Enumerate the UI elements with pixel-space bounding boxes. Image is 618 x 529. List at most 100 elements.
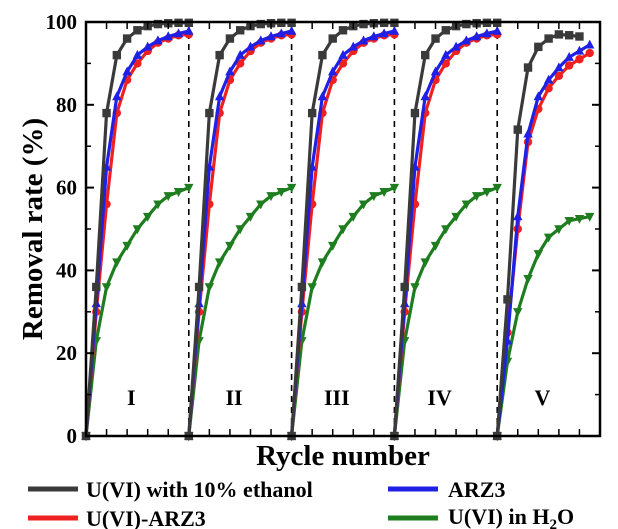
data-point — [338, 26, 348, 35]
legend-item-h2o: U(VI) in H2O — [388, 504, 574, 529]
data-point — [585, 48, 594, 58]
data-point — [441, 225, 451, 235]
data-point — [389, 25, 400, 35]
y-tick-label: 80 — [56, 93, 77, 117]
data-point — [256, 200, 266, 210]
data-point — [585, 212, 595, 222]
data-point — [173, 188, 184, 197]
data-point — [132, 49, 143, 59]
data-point — [286, 25, 297, 35]
legend-label-h2o: U(VI) in H2O — [448, 504, 574, 529]
data-point — [575, 55, 584, 64]
data-point — [317, 258, 328, 268]
y-tick-label: 60 — [56, 176, 77, 200]
data-point — [205, 108, 214, 118]
data-point — [348, 212, 358, 222]
data-point — [575, 32, 584, 41]
data-point — [133, 26, 142, 35]
data-point — [132, 225, 143, 235]
data-point — [421, 50, 430, 60]
data-point — [451, 41, 461, 51]
data-point — [194, 282, 204, 292]
data-point — [554, 62, 564, 72]
data-point — [410, 108, 420, 118]
data-point — [574, 45, 585, 55]
data-point — [503, 295, 512, 304]
data-point — [441, 26, 450, 35]
data-point — [348, 41, 358, 51]
y-axis-ticks: 0 20 40 60 80 100 — [46, 10, 600, 448]
data-point — [441, 49, 451, 59]
legend-item-arz3: ARZ3 — [388, 477, 505, 502]
data-point — [101, 283, 112, 293]
legend-label-h2o-tail: O — [557, 504, 574, 529]
data-point — [379, 28, 389, 38]
data-point — [564, 217, 574, 226]
data-point — [358, 35, 369, 45]
data-point — [431, 34, 440, 43]
data-point — [112, 50, 122, 60]
data-point — [142, 41, 153, 51]
data-point — [184, 183, 194, 193]
data-point — [379, 188, 389, 197]
data-point — [122, 241, 132, 251]
legend-label-u-arz3: U(VI)-ARZ3 — [86, 506, 206, 529]
data-point — [451, 212, 461, 222]
data-point — [338, 225, 348, 235]
data-point — [153, 200, 163, 210]
data-point — [276, 28, 287, 38]
data-point — [112, 91, 122, 101]
cycle-label-3: III — [324, 385, 350, 410]
data-point — [214, 258, 225, 268]
data-point — [163, 31, 173, 41]
data-point — [276, 188, 287, 197]
data-point — [523, 128, 533, 138]
y-tick-label: 20 — [56, 341, 77, 365]
legend-label-ethanol: U(VI) with 10% ethanol — [86, 477, 313, 502]
y-tick-label: 40 — [56, 258, 77, 282]
data-point — [461, 200, 472, 210]
data-point — [513, 308, 523, 317]
data-point — [122, 66, 132, 76]
data-point — [430, 241, 441, 251]
data-point — [286, 183, 297, 193]
data-point — [492, 25, 502, 35]
data-point — [462, 19, 471, 29]
data-point — [554, 71, 564, 81]
data-point — [317, 91, 328, 101]
data-point — [122, 34, 132, 43]
y-tick-label: 0 — [67, 424, 78, 448]
data-point — [492, 183, 502, 193]
data-point — [173, 28, 184, 38]
y-axis-title: Removal rate (%) — [17, 118, 49, 340]
data-point — [358, 200, 369, 210]
data-point — [533, 250, 544, 260]
data-point — [554, 225, 564, 235]
series-1 — [81, 25, 595, 440]
data-point — [153, 35, 163, 45]
data-point — [369, 192, 379, 202]
cycle-label-1: I — [127, 385, 136, 410]
data-point — [369, 31, 379, 41]
data-point — [482, 188, 492, 197]
data-point — [142, 212, 153, 222]
data-point — [225, 241, 235, 251]
data-point — [534, 42, 543, 52]
data-point — [471, 192, 482, 202]
plot-area — [81, 18, 595, 442]
legend-label-h2o-main: U(VI) in H — [448, 504, 549, 529]
data-point — [533, 91, 544, 101]
data-point — [543, 74, 554, 84]
cycle-labels: I II III IV V — [127, 385, 551, 410]
data-point — [245, 212, 256, 222]
data-point — [153, 19, 163, 29]
data-point — [307, 108, 317, 118]
data-point — [543, 233, 554, 243]
data-point — [585, 39, 595, 49]
data-point — [225, 66, 235, 76]
data-point — [297, 282, 307, 292]
data-point — [112, 258, 122, 268]
data-point — [92, 282, 101, 292]
data-point — [554, 30, 564, 39]
data-point — [564, 61, 574, 70]
